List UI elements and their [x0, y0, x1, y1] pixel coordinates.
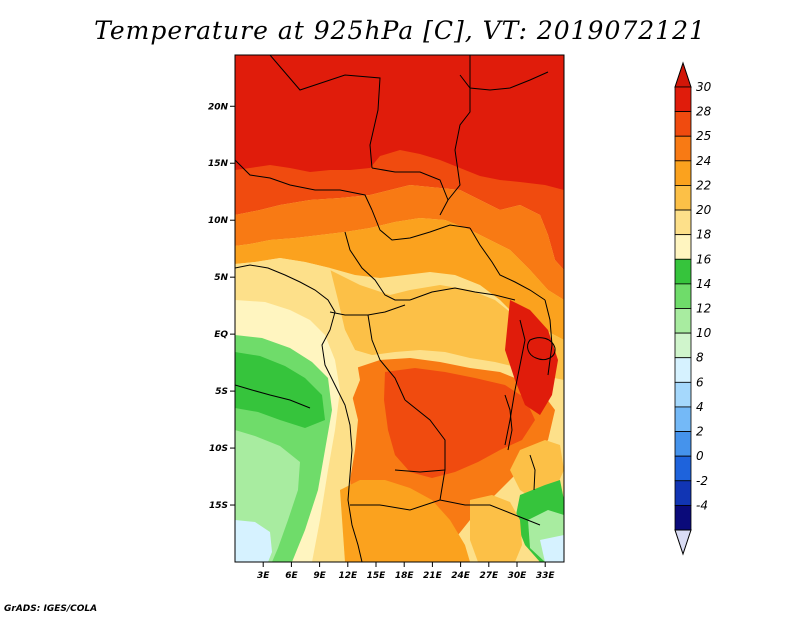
colorbar-swatch: [674, 135, 692, 162]
colorbar-swatch: [674, 406, 692, 432]
colorbar-swatch: [674, 480, 692, 506]
band-22-mid: [330, 270, 564, 380]
band-10-west: [235, 520, 272, 562]
border-7: [344, 231, 410, 301]
colorbar-label: 16: [696, 252, 712, 266]
colorbar-label: 25: [696, 129, 711, 143]
colorbar-label: 10: [696, 326, 712, 340]
colorbar-swatch: [674, 185, 692, 211]
lon-tick-label: 33E: [536, 571, 556, 581]
lat-tick-label: 15S: [209, 501, 228, 511]
border-4: [235, 159, 373, 211]
colorbar-swatch: [674, 381, 692, 408]
lat-tick-label: 15N: [208, 159, 229, 169]
colorbar-label: 24: [696, 154, 711, 168]
border-6: [469, 227, 546, 301]
lon-tick-label: 27E: [479, 571, 499, 581]
band-24-mid: [235, 218, 564, 340]
colorbar-label: 0: [696, 449, 704, 463]
lon-tick-label: 18E: [395, 571, 415, 581]
lat-tick-label: EQ: [214, 330, 228, 340]
band-28-south: [384, 368, 535, 478]
border-12: [439, 499, 541, 526]
country-borders: [235, 55, 556, 562]
map-frame: [234, 54, 565, 563]
lon-tick-label: 6E: [285, 571, 298, 581]
lake-tanganyika: [504, 394, 513, 451]
band-25-north: [235, 185, 564, 300]
border-5: [371, 209, 471, 241]
lat-tick-label: 10N: [208, 216, 229, 226]
colorbar-swatch: [674, 431, 692, 457]
lake-victoria: [527, 337, 556, 361]
coastline-west-africa: [235, 264, 363, 562]
colorbar-top-arrow: [674, 61, 692, 88]
lat-tick-label: 10S: [209, 444, 228, 454]
colorbar-label: -4: [696, 498, 708, 512]
colorbar-label: 18: [696, 228, 712, 242]
border-18: [459, 71, 549, 91]
lon-tick-label: 3E: [257, 571, 270, 581]
colorbar-swatch: [674, 209, 692, 236]
colorbar-swatch: [674, 504, 692, 531]
colorbar-label: 30: [696, 80, 712, 94]
grads-credit: GrADS: IGES/COLA: [4, 604, 98, 614]
colorbar-label: 8: [696, 351, 704, 365]
colorbar-bottom-arrow: [674, 529, 692, 556]
colorbar-swatch: [674, 283, 692, 309]
colorbar-swatch: [674, 332, 692, 359]
lat-tick-label: 5N: [214, 273, 228, 283]
band-22-south: [470, 495, 522, 562]
colorbar-label: -2: [696, 474, 708, 488]
map-title: Temperature at 925hPa [C], VT: 201907212…: [94, 16, 706, 45]
colorbar-label: 4: [696, 400, 704, 414]
colorbar-swatch: [674, 86, 692, 113]
colorbar-swatch: [674, 308, 692, 334]
lon-tick-label: 12E: [338, 571, 358, 581]
border-1: [269, 55, 381, 169]
colorbar-swatch: [674, 357, 692, 383]
colorbar-swatch: [674, 234, 692, 260]
border-13: [350, 499, 441, 511]
colorbar-swatch: [674, 258, 692, 285]
lat-tick-label: 5S: [215, 387, 228, 397]
band-30-east-strip: [505, 300, 558, 415]
colorbar-label: 12: [696, 302, 711, 316]
lon-tick-label: 21E: [423, 571, 443, 581]
lon-tick-label: 9E: [313, 571, 326, 581]
border-16: [235, 384, 311, 409]
temperature-field: [235, 55, 564, 562]
colorbar-swatch: [674, 455, 692, 482]
colorbar-label: 28: [696, 105, 712, 119]
colorbar-label: 22: [696, 178, 711, 192]
lat-tick-label: 20N: [208, 102, 229, 112]
colorbar-label: 14: [696, 277, 711, 291]
colorbar-label: 20: [696, 203, 712, 217]
colorbar-label: 6: [696, 375, 704, 389]
lon-tick-label: 15E: [367, 571, 387, 581]
border-17: [394, 469, 446, 473]
border-3: [371, 167, 449, 201]
lake-malawi: [529, 454, 536, 491]
lon-tick-label: 30E: [508, 571, 528, 581]
colorbar-swatch: [674, 111, 692, 137]
lon-axis: 3E 6E 9E 12E 15E 18E 21E 24E 27E 30E 33E: [257, 562, 555, 581]
border-14: [504, 319, 526, 446]
band-16-west: [235, 352, 325, 428]
border-15: [544, 299, 553, 376]
border-10: [367, 314, 406, 401]
colorbar-swatch: [674, 160, 692, 186]
lon-tick-label: 24E: [451, 571, 471, 581]
colorbar-label: 2: [696, 425, 704, 439]
band-10-southeast: [540, 535, 564, 562]
border-11: [404, 399, 446, 501]
border-8: [409, 287, 516, 301]
band-24-south: [340, 480, 470, 562]
lat-axis: 20N 15N 10N 5N EQ 5S 10S 15S: [208, 102, 235, 511]
